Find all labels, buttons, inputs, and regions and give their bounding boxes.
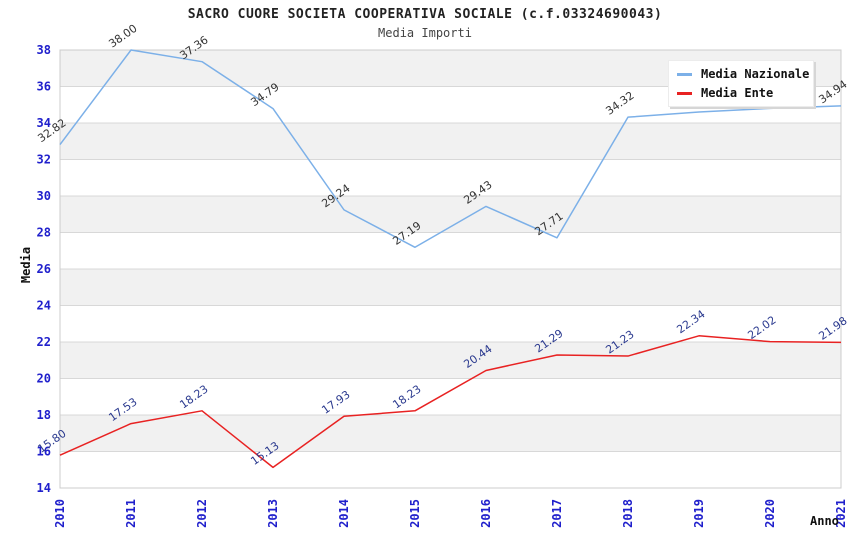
grid-band [60,415,841,452]
y-tick-label: 18 [37,408,51,422]
y-tick-label: 26 [37,262,51,276]
legend-item-media-nazionale: Media Nazionale [677,67,809,81]
x-tick-label: 2013 [266,499,280,528]
x-tick-label: 2012 [195,499,209,528]
grid-band [60,342,841,379]
x-tick-label: 2011 [124,499,138,528]
y-tick-label: 30 [37,189,51,203]
x-tick-label: 2021 [834,499,848,528]
data-label-media-ente: 18.23 [177,383,210,412]
y-axis-title: Media [19,246,33,284]
data-label-media-ente: 18.23 [390,383,423,412]
y-tick-label: 38 [37,43,51,57]
x-tick-label: 2018 [621,499,635,528]
y-tick-label: 32 [37,153,51,167]
chart-subtitle: Media Importi [378,26,472,40]
data-label-media-ente: 22.34 [674,308,707,337]
series-line-media-ente [59,335,842,469]
legend: Media Nazionale Media Ente [668,60,814,107]
x-tick-label: 2010 [53,499,67,528]
x-axis-title: Anno [810,514,839,528]
legend-label-nazionale: Media Nazionale [701,67,810,81]
grid-band [60,123,841,160]
data-label-media-ente: 21.98 [816,314,849,343]
x-tick-label: 2014 [337,499,351,528]
series-line-media-nazionale [59,49,842,249]
x-tick-label: 2017 [550,499,564,528]
y-tick-label: 36 [37,80,51,94]
plot-border [59,49,842,489]
y-tick-label: 24 [37,299,51,313]
data-label-media-nazionale: 34.32 [603,89,636,118]
data-label-media-ente: 17.93 [319,388,352,417]
chart-title: SACRO CUORE SOCIETA COOPERATIVA SOCIALE … [187,7,663,22]
data-label-media-nazionale: 38.00 [106,22,139,51]
x-tick-label: 2016 [479,499,493,528]
y-tick-label: 22 [37,335,51,349]
legend-item-media-ente: Media Ente [677,86,805,100]
x-tick-label: 2015 [408,499,422,528]
x-tick-label: 2019 [692,499,706,528]
y-tick-label: 28 [37,226,51,240]
grid-band [60,269,841,306]
y-tick-label: 16 [37,445,51,459]
y-tick-label: 34 [37,116,51,130]
legend-label-ente: Media Ente [701,86,774,100]
data-label-media-ente: 22.02 [745,313,778,342]
y-tick-label: 14 [37,481,51,495]
y-tick-label: 20 [37,372,51,386]
legend-marker-ente-icon [677,91,692,95]
x-tick-label: 2020 [763,499,777,528]
legend-marker-nazionale-icon [677,72,692,76]
